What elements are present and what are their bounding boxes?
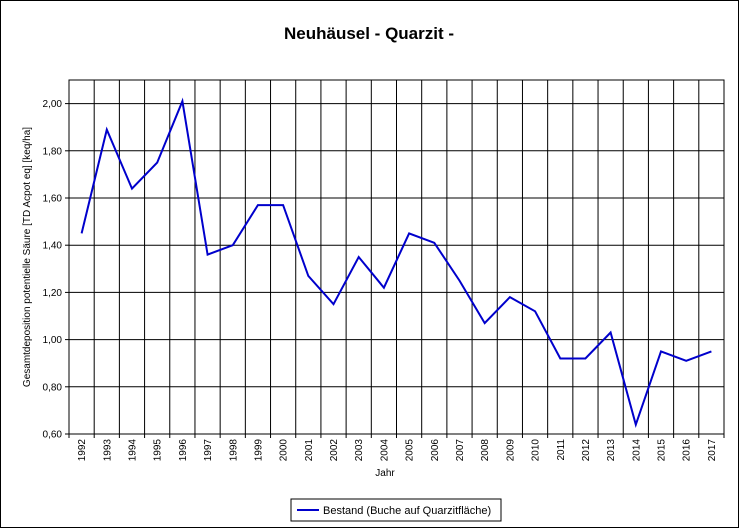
x-tick-label: 2007	[455, 439, 466, 462]
x-tick-label: 1992	[77, 439, 88, 462]
x-tick-label: 2001	[304, 439, 315, 462]
x-tick-label: 1994	[127, 439, 138, 462]
y-axis-label: Gesamtdeposition potentielle Säure [TD A…	[22, 127, 33, 387]
x-tick-label: 1993	[102, 439, 113, 462]
series-layer	[80, 97, 712, 428]
x-tick-label: 2017	[707, 439, 718, 462]
x-tick-label: 2008	[480, 439, 491, 462]
x-tick-label: 2010	[531, 439, 542, 462]
x-tick-label: 2013	[606, 439, 617, 462]
x-tick-label: 2002	[329, 439, 340, 462]
x-tick-label: 1998	[228, 439, 239, 462]
x-tick-label: 2014	[631, 439, 642, 462]
y-tick-label: 1,00	[43, 335, 63, 346]
x-tick-label: 2005	[405, 439, 416, 462]
x-axis-label: Jahr	[375, 468, 395, 479]
y-tick-label: 1,20	[43, 288, 63, 299]
x-tick-label: 2009	[505, 439, 516, 462]
grid-lines	[69, 80, 724, 434]
legend: Bestand (Buche auf Quarzitfläche)	[290, 498, 502, 522]
y-tick-label: 1,80	[43, 146, 63, 157]
x-tick-label: 2015	[657, 439, 668, 462]
x-tick-label: 1997	[203, 439, 214, 462]
x-tick-label: 2004	[379, 439, 390, 462]
y-tick-label: 1,40	[43, 241, 63, 252]
legend-box	[290, 498, 502, 522]
y-tick-label: 0,80	[43, 382, 63, 393]
x-tick-label: 1996	[178, 439, 189, 462]
x-tick-label: 1995	[153, 439, 164, 462]
x-tick-label: 2012	[581, 439, 592, 462]
x-tick-label: 2011	[556, 439, 567, 461]
legend-label: Bestand (Buche auf Quarzitfläche)	[323, 505, 491, 517]
axis-ticks: 0,60 0,80 1,00 1,20 1,40 1,60 1,80 2,00 1992 1993…	[43, 99, 725, 462]
x-tick-label: 2016	[682, 439, 693, 462]
x-tick-label: 1999	[253, 439, 264, 462]
x-tick-label: 2006	[430, 439, 441, 462]
series-line	[80, 97, 712, 428]
x-tick-label: 2003	[354, 439, 365, 462]
y-tick-label: 2,00	[43, 99, 63, 110]
y-tick-label: 1,60	[43, 194, 63, 205]
y-tick-label: 0,60	[43, 430, 63, 441]
x-tick-label: 2000	[279, 439, 290, 462]
chart-title: Neuhäusel - Quarzit -	[284, 24, 454, 43]
